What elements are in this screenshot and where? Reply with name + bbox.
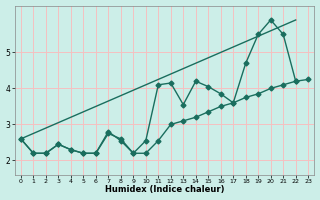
X-axis label: Humidex (Indice chaleur): Humidex (Indice chaleur) — [105, 185, 224, 194]
